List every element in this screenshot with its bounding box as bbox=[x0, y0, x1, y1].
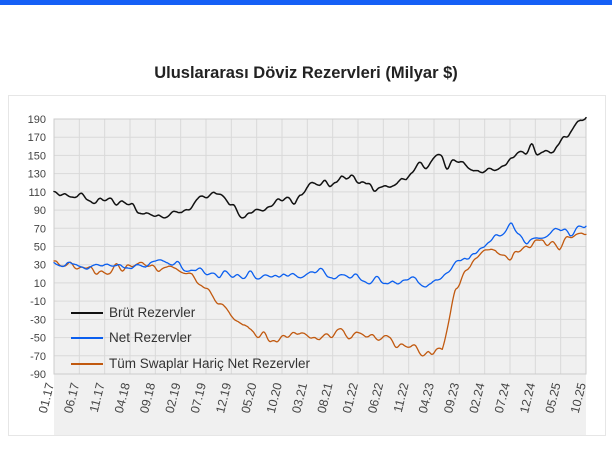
svg-text:70: 70 bbox=[34, 223, 46, 235]
svg-text:150: 150 bbox=[28, 150, 46, 162]
svg-text:-50: -50 bbox=[30, 333, 46, 345]
svg-text:-90: -90 bbox=[30, 369, 46, 381]
svg-text:-10: -10 bbox=[30, 296, 46, 308]
svg-text:110: 110 bbox=[28, 187, 46, 199]
svg-text:90: 90 bbox=[34, 205, 46, 217]
svg-text:130: 130 bbox=[28, 169, 46, 181]
svg-text:50: 50 bbox=[34, 242, 46, 254]
svg-text:10: 10 bbox=[34, 278, 46, 290]
svg-text:-30: -30 bbox=[30, 314, 46, 326]
svg-text:190: 190 bbox=[28, 114, 46, 126]
svg-text:-70: -70 bbox=[30, 351, 46, 363]
svg-text:30: 30 bbox=[34, 260, 46, 272]
svg-text:170: 170 bbox=[28, 132, 46, 144]
